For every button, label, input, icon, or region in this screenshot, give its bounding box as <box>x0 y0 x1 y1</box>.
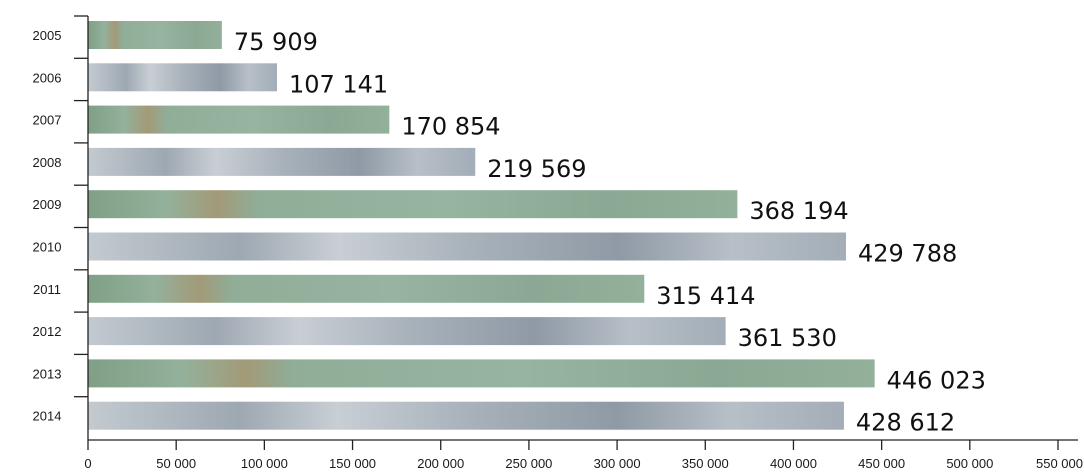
x-tick-label: 100 000 <box>241 456 288 471</box>
data-label: 170 854 <box>401 113 500 141</box>
x-tick-label: 350 000 <box>682 456 729 471</box>
category-label: 2010 <box>33 240 62 255</box>
x-tick-label: 200 000 <box>417 456 464 471</box>
bar-2014 <box>88 401 844 430</box>
category-label: 2007 <box>33 113 62 128</box>
category-label: 2005 <box>33 28 62 43</box>
bar-2010 <box>88 232 846 261</box>
x-axis: 0 50 000 100 000 150 000 200 000 250 000 300 0… <box>84 439 1083 471</box>
bar-2007 <box>88 105 390 134</box>
data-label: 75 909 <box>234 28 318 56</box>
data-label: 446 023 <box>887 366 986 394</box>
x-tick-label: 300 000 <box>594 456 641 471</box>
bar-2013 <box>88 359 875 388</box>
category-label: 2012 <box>33 324 62 339</box>
y-axis: 2005 2006 2007 2008 2009 2010 2011 2012 2013 2014 <box>33 15 89 440</box>
data-label: 368 194 <box>749 197 848 225</box>
data-label: 429 788 <box>858 240 957 268</box>
category-label: 2014 <box>33 409 62 424</box>
bar-2005 <box>88 21 222 49</box>
data-label: 107 141 <box>289 70 388 98</box>
category-label: 2013 <box>33 366 62 381</box>
x-tick-label: 250 000 <box>505 456 552 471</box>
bar-2012 <box>88 317 726 346</box>
bar-2006 <box>88 63 277 92</box>
x-tick-label: 150 000 <box>329 456 376 471</box>
x-tick-label: 0 <box>84 456 91 471</box>
x-tick-label: 450 000 <box>858 456 905 471</box>
x-tick-label: 400 000 <box>770 456 817 471</box>
category-label: 2011 <box>33 282 61 297</box>
value-labels: 75 909 107 141 170 854 219 569 368 194 429 78… <box>234 28 986 437</box>
category-label: 2008 <box>33 155 62 170</box>
bar-2008 <box>88 147 476 176</box>
data-label: 428 612 <box>856 409 955 437</box>
data-label: 361 530 <box>738 324 837 352</box>
category-label: 2009 <box>33 197 62 212</box>
bars <box>88 21 875 430</box>
category-label: 2006 <box>33 70 62 85</box>
x-tick-label: 500 000 <box>946 456 993 471</box>
data-label: 315 414 <box>656 282 755 310</box>
data-label: 219 569 <box>487 155 586 183</box>
bar-2011 <box>88 274 645 303</box>
bar-2009 <box>88 190 738 219</box>
x-tick-label: 550 000 <box>1036 456 1083 471</box>
x-tick-label: 50 000 <box>156 456 196 471</box>
